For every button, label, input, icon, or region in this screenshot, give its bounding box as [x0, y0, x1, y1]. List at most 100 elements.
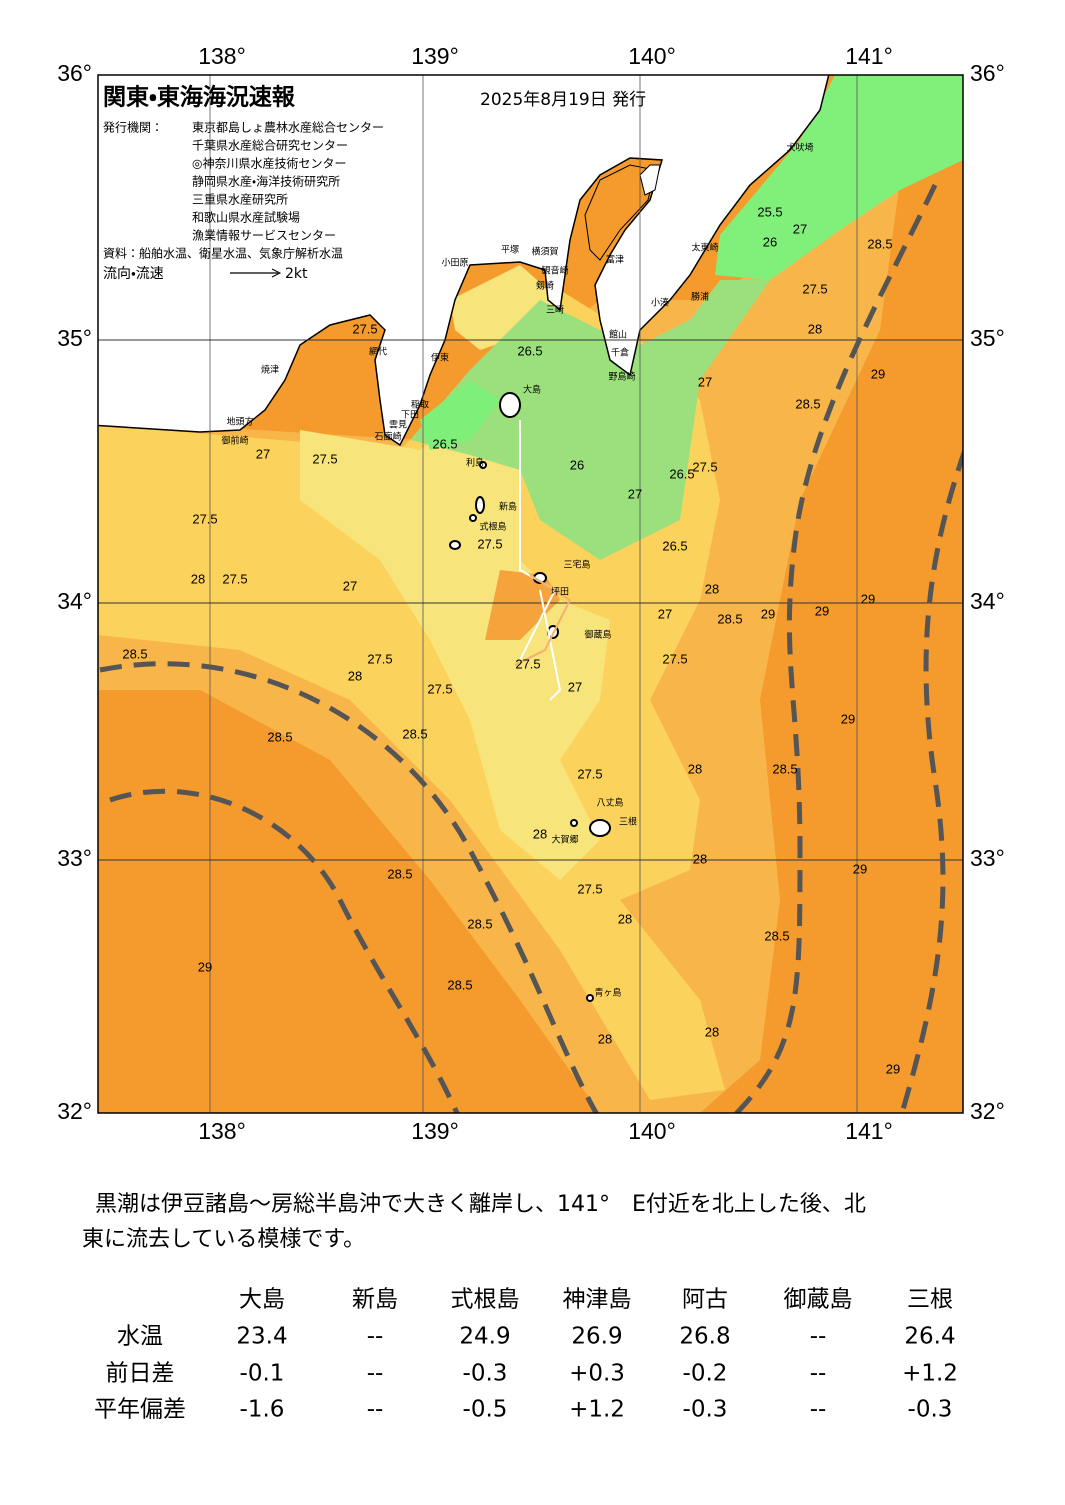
lat-label-left: 35°: [57, 325, 92, 351]
place-name: 稲取: [411, 399, 429, 411]
sea-bright-green: [715, 75, 963, 280]
contour-label: 27.5: [802, 281, 827, 296]
place-name: 利島: [466, 457, 484, 469]
place-name: 勝浦: [691, 291, 709, 303]
land: [98, 75, 830, 447]
table-cell: +0.3: [569, 1361, 625, 1387]
table-cell: +1.2: [902, 1361, 958, 1387]
table-header: 大島: [239, 1287, 285, 1313]
lon-label-bottom: 139°: [411, 1118, 459, 1144]
table-cell: --: [367, 1361, 384, 1387]
place-name: 雲見: [389, 420, 407, 431]
contour-label: 27: [568, 679, 582, 694]
lat-label-left: 36°: [57, 60, 92, 86]
issuer: 千葉県水産総合研究センター: [192, 138, 348, 153]
place-name: 太東崎: [691, 242, 718, 254]
contour-label: 27.5: [367, 651, 392, 666]
place-name: 伊東: [431, 352, 449, 364]
table-cell: -1.6: [240, 1397, 285, 1423]
contour-label: 27: [793, 221, 807, 236]
contour-label: 29: [841, 711, 855, 726]
contour-label: 26.5: [669, 466, 694, 481]
contour-label: 26: [763, 234, 777, 249]
issuer: 三重県水産研究所: [192, 193, 288, 207]
place-name: 新島: [499, 501, 517, 513]
table-cell: 26.8: [679, 1324, 730, 1350]
contour-label: 28: [533, 826, 547, 841]
contour-label: 27.5: [662, 651, 687, 666]
contour-label: 28.5: [717, 611, 742, 626]
kuroshio-line: [109, 788, 460, 1113]
flow-track: [514, 574, 572, 666]
table-cell: -0.1: [240, 1361, 285, 1387]
place-name: 犬吠埼: [786, 142, 813, 154]
table-cell: 23.4: [236, 1324, 287, 1350]
table-cell: --: [810, 1324, 827, 1350]
contour-label: 28.5: [402, 726, 427, 741]
contour-label: 28.5: [764, 928, 789, 943]
lat-label-left: 34°: [57, 588, 92, 614]
contour-label: 29: [861, 591, 875, 606]
issuer: 静岡県水産・海洋技術研究所: [192, 174, 340, 189]
table-cell: +1.2: [569, 1397, 625, 1423]
sea-bright-green: [420, 380, 500, 450]
comment-line: 東に流去している模様です。: [82, 1227, 366, 1252]
contour-label: 29: [815, 603, 829, 618]
place-name: 大島: [523, 384, 541, 396]
lat-label-right: 34°: [970, 588, 1005, 614]
contour-label: 27.5: [577, 766, 602, 781]
table-header: 新島: [352, 1287, 398, 1313]
land-boso-edge: [639, 164, 661, 196]
contour-label: 28: [348, 668, 362, 683]
place-name: 三宅島: [563, 559, 590, 571]
lat-label-left: 32°: [57, 1098, 92, 1124]
sea-green: [410, 280, 770, 560]
flow-scale: 2kt: [285, 266, 308, 282]
contour-label: 28: [705, 1024, 719, 1039]
place-name: 三崎: [546, 304, 564, 316]
comment-line: 黒潮は伊豆諸島～房総半島沖で大きく離岸し、141° E付近を北上した後、北: [95, 1192, 866, 1217]
island: [475, 496, 485, 514]
contour-label: 28.5: [467, 916, 492, 931]
place-name: 下田: [401, 410, 419, 421]
place-name: 千倉: [611, 348, 629, 359]
contour-label: 28: [618, 911, 632, 926]
contour-label: 27.5: [577, 881, 602, 896]
contour-label: 29: [871, 366, 885, 381]
place-name: 御蔵島: [584, 629, 611, 641]
contour-label: 27: [698, 374, 712, 389]
place-name: 網代: [369, 346, 387, 358]
place-name: 大賀郷: [551, 834, 578, 846]
contour-label: 29: [853, 861, 867, 876]
place-name: 館山: [609, 329, 627, 341]
place-name: 平塚: [501, 245, 519, 256]
contour-label: 27: [658, 606, 672, 621]
contour-label: 26: [570, 457, 584, 472]
contour-label: 28: [693, 851, 707, 866]
contour-label: 27: [628, 486, 642, 501]
table-header: 阿古: [682, 1287, 728, 1313]
flow-legend-arrowhead: [271, 268, 282, 278]
place-name: 横須賀: [531, 246, 558, 258]
island: [586, 994, 594, 1002]
table-cell: -0.2: [683, 1361, 728, 1387]
lat-label-right: 32°: [970, 1098, 1005, 1124]
flow-legend: 流向・流速: [103, 266, 164, 282]
place-name: 御前崎: [221, 435, 248, 447]
table-header: 御蔵島: [784, 1287, 853, 1313]
place-name: 野島崎: [608, 371, 635, 383]
table-cell: 26.9: [571, 1324, 622, 1350]
issuer: ◎神奈川県水産技術センター: [192, 156, 346, 171]
contour-label: 26.5: [662, 538, 687, 553]
place-name: 小田原: [441, 258, 468, 269]
table-row-label: 平年偏差: [94, 1397, 186, 1423]
contour-label: 28: [688, 761, 702, 776]
place-name: 観音崎: [541, 265, 568, 277]
lat-label-right: 35°: [970, 325, 1005, 351]
contour-label: 27.5: [427, 681, 452, 696]
lat-label-left: 33°: [57, 845, 92, 871]
map-area: 27.526.525.5262728.527.5282928.52726.527…: [98, 75, 963, 1113]
contour-label: 29: [198, 959, 212, 974]
